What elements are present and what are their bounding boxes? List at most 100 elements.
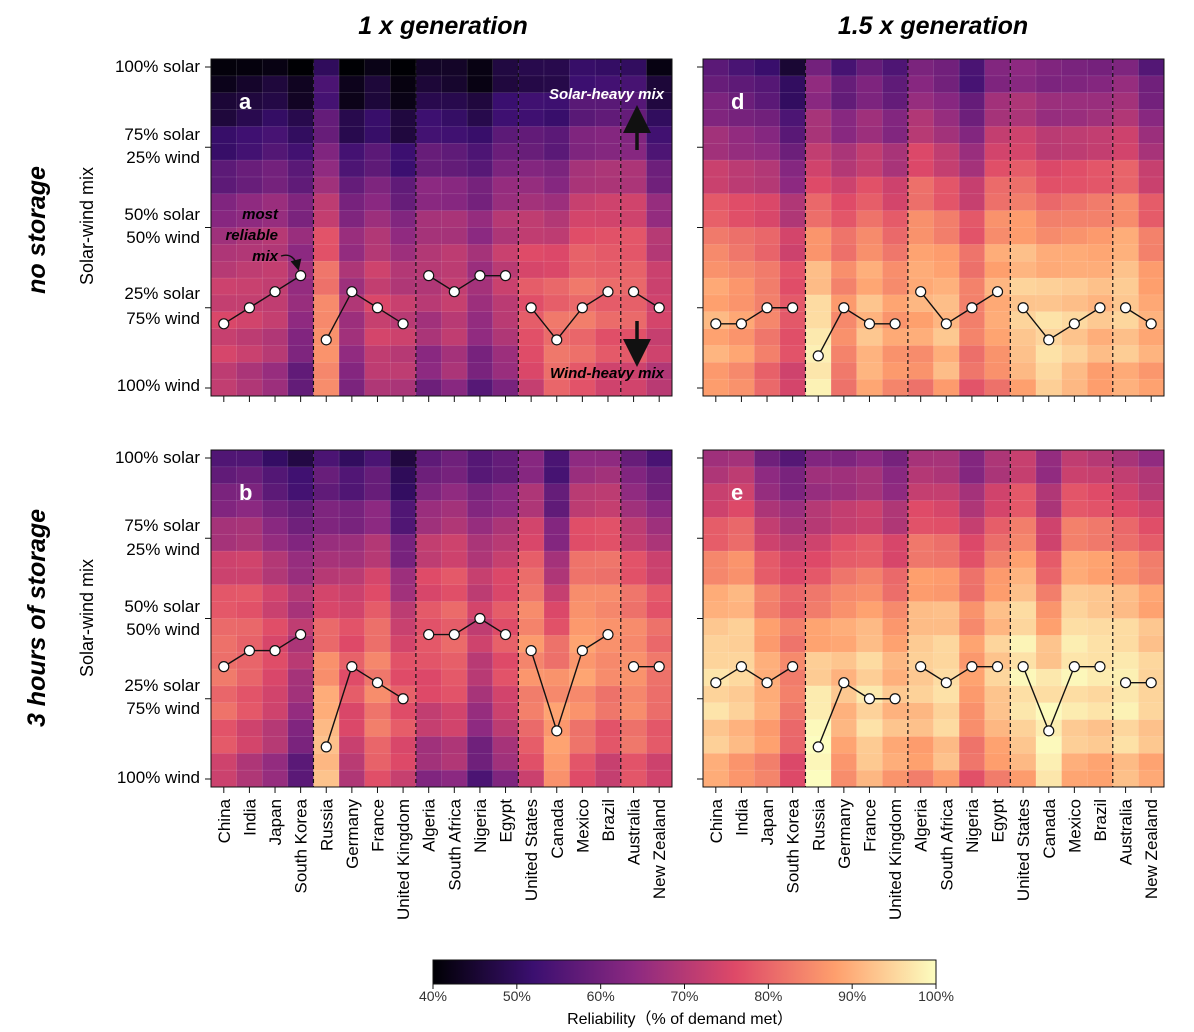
ytick-label: 50% solar <box>124 597 200 616</box>
heatmap-cell <box>518 227 545 245</box>
heatmap-cell <box>261 567 289 586</box>
heatmap-cell <box>779 635 807 653</box>
heatmap-cell <box>1086 618 1114 636</box>
heatmap-cell <box>882 193 909 212</box>
data-point <box>940 318 952 330</box>
heatmap-cell <box>856 618 883 636</box>
heatmap-cell <box>907 769 935 788</box>
heatmap-cell <box>338 702 366 721</box>
heatmap-cell <box>287 753 315 771</box>
heatmap-cell <box>390 58 417 77</box>
heatmap-cell <box>830 75 858 94</box>
heatmap-cell <box>261 362 289 380</box>
heatmap-cell <box>1086 126 1114 144</box>
heatmap-cell <box>728 753 755 771</box>
heatmap-cell <box>594 345 622 363</box>
heatmap-cell <box>702 345 730 363</box>
x-tick-labels-right: China India Japan South Korea Russia Germany F… <box>707 798 1161 920</box>
heatmap-cell <box>287 601 315 620</box>
heatmap-cell <box>543 466 571 485</box>
heatmap-cell <box>441 584 468 603</box>
heatmap-cell <box>466 449 494 468</box>
heatmap-cell <box>466 362 494 380</box>
heatmap-cell <box>287 227 315 245</box>
heatmap-cell <box>1061 193 1088 212</box>
heatmap-cell <box>543 483 571 502</box>
heatmap-cell <box>753 378 781 397</box>
heatmap-cell <box>518 244 545 262</box>
heatmap-cell <box>1138 92 1165 111</box>
heatmap-cell <box>1061 550 1088 569</box>
heatmap-cell <box>907 753 935 771</box>
heatmap-cell <box>492 210 519 229</box>
heatmap-cell <box>933 618 960 636</box>
heatmap-cell <box>492 126 519 144</box>
series-line <box>428 274 506 293</box>
heatmap-cell <box>364 345 391 363</box>
data-point <box>397 318 409 330</box>
heatmap-cell <box>856 345 883 363</box>
heatmap-cell <box>1035 668 1063 687</box>
heatmap-cell <box>364 466 391 485</box>
heatmap-cell <box>1061 92 1088 111</box>
heatmap-cell <box>287 685 315 704</box>
country-label: South Africa <box>937 798 956 890</box>
country-label: South Africa <box>445 798 464 890</box>
heatmap-cell <box>984 362 1011 380</box>
heatmap-cell <box>933 483 960 502</box>
heatmap-cell <box>569 769 596 788</box>
heatmap-cell <box>236 362 263 380</box>
data-point <box>1043 334 1055 346</box>
heatmap-cell <box>1010 143 1037 161</box>
heatmap-cell <box>1112 702 1140 721</box>
heatmap-cell <box>569 143 596 161</box>
heatmap-cell <box>1086 328 1114 347</box>
heatmap-cell <box>933 769 960 788</box>
heatmap-cell <box>364 362 391 380</box>
heatmap-cell <box>907 378 935 397</box>
ytick-label: 25% solar <box>124 284 200 303</box>
heatmap-cell <box>907 210 935 229</box>
heatmap-cell <box>933 176 960 195</box>
heatmap-cell <box>338 719 366 738</box>
data-point <box>346 661 358 673</box>
heatmap-cell <box>210 159 238 178</box>
heatmap-cell <box>210 362 238 380</box>
heatmap-cell <box>210 244 238 262</box>
heatmap-cell <box>338 449 366 468</box>
heatmap-cell <box>779 176 807 195</box>
heatmap-cell <box>236 534 263 552</box>
heatmap-cell <box>390 109 417 128</box>
heatmap-cell <box>933 109 960 128</box>
heatmap-cell <box>933 362 960 380</box>
heatmap-cell <box>287 294 315 313</box>
heatmap-cell <box>569 685 596 704</box>
series-line <box>223 633 302 668</box>
heatmap-cell <box>543 311 571 330</box>
heatmap-cell <box>907 260 935 279</box>
heatmap-cell <box>261 328 289 347</box>
heatmap-cell <box>261 58 289 77</box>
heatmap-cell <box>702 719 730 738</box>
data-point <box>991 286 1004 298</box>
heatmap-cell <box>933 126 960 144</box>
heatmap-cell <box>984 769 1011 788</box>
heatmap-cell <box>728 378 755 397</box>
heatmap-cell <box>364 500 391 519</box>
heatmap-cell <box>1112 534 1140 552</box>
heatmap-cell <box>466 753 494 771</box>
data-point <box>576 644 588 657</box>
heatmap-cell <box>646 328 673 347</box>
heatmap-cell <box>702 517 730 535</box>
heatmap-cell <box>313 378 340 397</box>
heatmap-cell <box>753 227 781 245</box>
heatmap-cell <box>518 753 545 771</box>
heatmap-cell <box>569 126 596 144</box>
heatmap-cell <box>907 483 935 502</box>
series-line <box>1022 665 1100 733</box>
heatmap-cell <box>1138 702 1165 721</box>
heatmap-cell <box>313 719 340 738</box>
heatmap-cell <box>415 769 443 788</box>
row-title-storage: 3 hours of storage <box>23 509 51 727</box>
heatmap-cell <box>1112 769 1140 788</box>
